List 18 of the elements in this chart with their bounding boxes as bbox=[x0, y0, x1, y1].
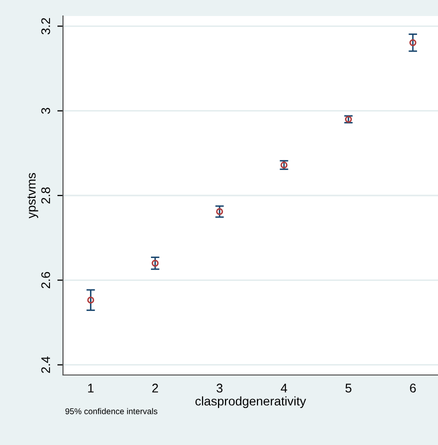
y-tick-label: 2.6 bbox=[41, 272, 50, 288]
x-axis-title: clasprodgenerativity bbox=[195, 396, 306, 408]
point bbox=[216, 208, 224, 216]
x-tick-label: 4 bbox=[280, 384, 288, 392]
x-tick-label: 5 bbox=[345, 384, 352, 393]
point bbox=[152, 260, 159, 267]
y-tick-label: 3.2 bbox=[41, 18, 50, 34]
x-tick-label: 6 bbox=[410, 384, 416, 393]
point bbox=[87, 296, 94, 304]
point bbox=[409, 39, 416, 46]
y-tick-label: 2.4 bbox=[41, 356, 50, 373]
y-tick-label: 2.8 bbox=[41, 187, 50, 204]
text: 95% confidence intervals bbox=[65, 408, 158, 414]
x-tick-label: 2 bbox=[152, 384, 158, 392]
y-axis-title: ypstvms bbox=[27, 173, 38, 218]
x-tick-label: 1 bbox=[88, 384, 94, 392]
x-tick-label: 3 bbox=[216, 384, 222, 393]
y-tick-label: 3 bbox=[41, 108, 50, 114]
